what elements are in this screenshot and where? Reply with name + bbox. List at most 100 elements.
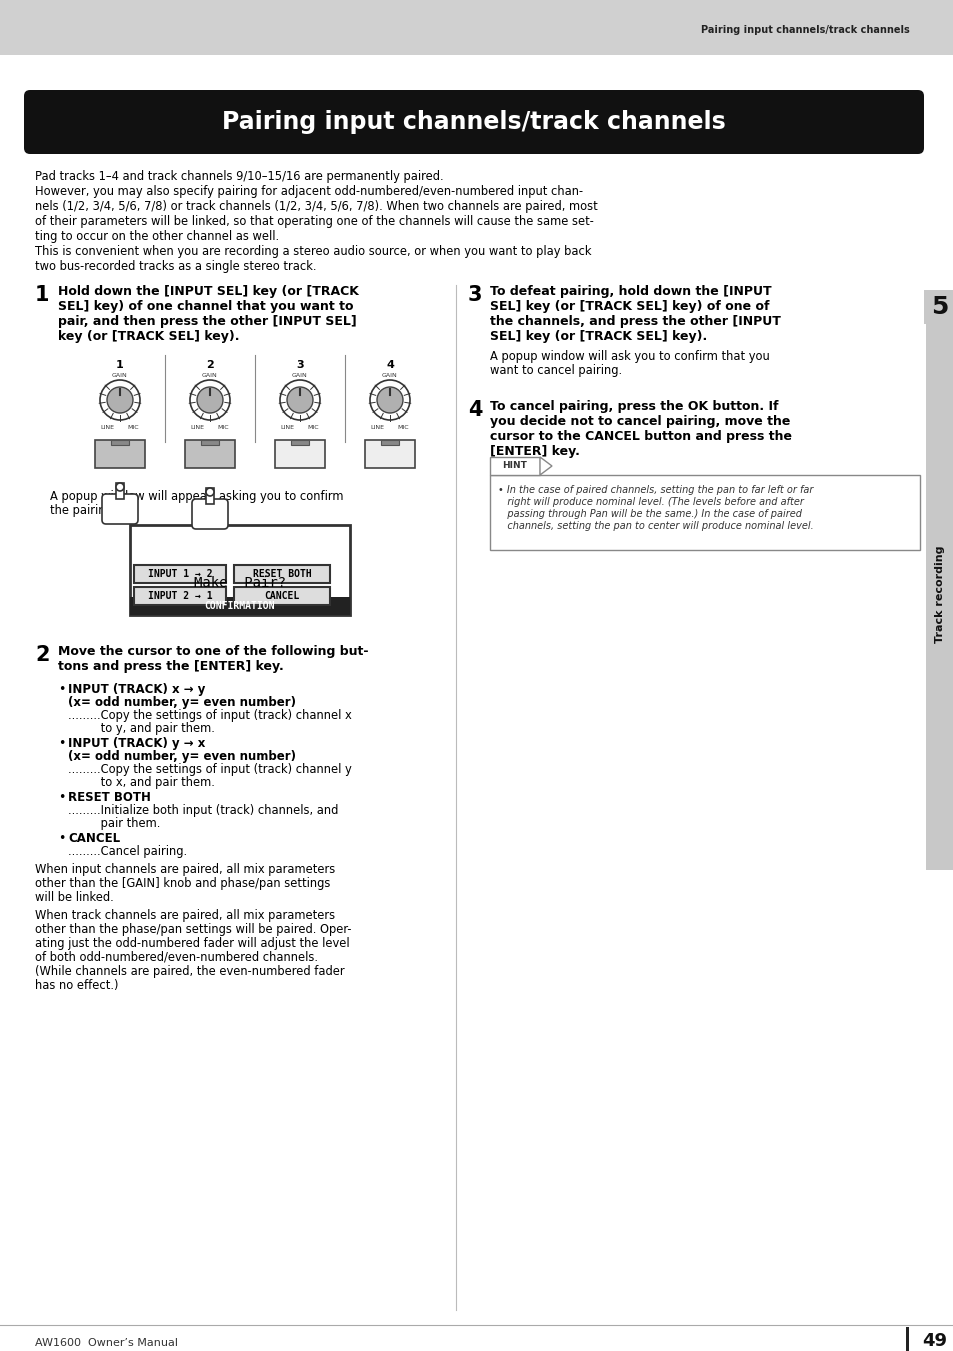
- Circle shape: [116, 484, 124, 490]
- Text: INPUT (TRACK) x → y: INPUT (TRACK) x → y: [68, 684, 205, 696]
- Text: key (or [TRACK SEL] key).: key (or [TRACK SEL] key).: [58, 330, 239, 343]
- Text: AW1600  Owner’s Manual: AW1600 Owner’s Manual: [35, 1337, 178, 1348]
- Text: two bus-recorded tracks as a single stereo track.: two bus-recorded tracks as a single ster…: [35, 259, 316, 273]
- Text: (While channels are paired, the even-numbered fader: (While channels are paired, the even-num…: [35, 965, 344, 978]
- Text: A popup window will appear, asking you to confirm: A popup window will appear, asking you t…: [50, 490, 343, 503]
- Bar: [116, 484, 124, 499]
- Text: .........Copy the settings of input (track) channel y: .........Copy the settings of input (tra…: [68, 763, 352, 775]
- Bar: [490, 457, 539, 476]
- Text: 5: 5: [930, 295, 947, 319]
- Text: has no effect.): has no effect.): [35, 979, 118, 992]
- Text: RESET BOTH: RESET BOTH: [68, 790, 151, 804]
- Text: other than the [GAIN] knob and phase/pan settings: other than the [GAIN] knob and phase/pan…: [35, 877, 330, 890]
- Bar: [201, 440, 219, 444]
- Text: MIC: MIC: [307, 426, 318, 430]
- Text: To defeat pairing, hold down the [INPUT: To defeat pairing, hold down the [INPUT: [490, 285, 771, 299]
- Text: MIC: MIC: [396, 426, 409, 430]
- Text: •: •: [58, 790, 66, 804]
- Text: .........Initialize both input (track) channels, and: .........Initialize both input (track) c…: [68, 804, 338, 817]
- Text: of both odd-numbered/even-numbered channels.: of both odd-numbered/even-numbered chann…: [35, 951, 317, 965]
- Text: INPUT 1 → 2: INPUT 1 → 2: [148, 569, 213, 580]
- Text: •: •: [58, 832, 66, 844]
- Bar: [133, 565, 226, 584]
- Text: LINE: LINE: [100, 426, 113, 430]
- Text: Pairing input channels/track channels: Pairing input channels/track channels: [222, 109, 725, 134]
- Text: MIC: MIC: [217, 426, 229, 430]
- Text: SEL] key (or [TRACK SEL] key) of one of: SEL] key (or [TRACK SEL] key) of one of: [490, 300, 769, 313]
- Bar: [925, 290, 953, 870]
- Text: will be linked.: will be linked.: [35, 892, 113, 904]
- Text: This is convenient when you are recording a stereo audio source, or when you wan: This is convenient when you are recordin…: [35, 245, 591, 258]
- Text: SEL] key) of one channel that you want to: SEL] key) of one channel that you want t…: [58, 300, 354, 313]
- Text: 2: 2: [35, 644, 50, 665]
- Text: 4: 4: [386, 359, 394, 370]
- Text: (x= odd number, y= even number): (x= odd number, y= even number): [68, 696, 295, 709]
- Text: MIC: MIC: [127, 426, 139, 430]
- Bar: [233, 586, 330, 605]
- Polygon shape: [539, 457, 552, 476]
- Bar: [185, 440, 234, 467]
- Text: Pairing input channels/track channels: Pairing input channels/track channels: [700, 26, 909, 35]
- Text: •: •: [58, 738, 66, 750]
- Text: 4: 4: [468, 400, 482, 420]
- Text: tons and press the [ENTER] key.: tons and press the [ENTER] key.: [58, 661, 283, 673]
- Circle shape: [196, 386, 223, 413]
- Bar: [233, 565, 330, 584]
- Text: ating just the odd-numbered fader will adjust the level: ating just the odd-numbered fader will a…: [35, 938, 349, 950]
- Text: Hold down the [INPUT SEL] key (or [TRACK: Hold down the [INPUT SEL] key (or [TRACK: [58, 285, 358, 299]
- Text: right will produce nominal level. (The levels before and after: right will produce nominal level. (The l…: [497, 497, 803, 507]
- Text: you decide not to cancel pairing, move the: you decide not to cancel pairing, move t…: [490, 415, 789, 428]
- Text: .........Cancel pairing.: .........Cancel pairing.: [68, 844, 187, 858]
- Bar: [905, 1327, 908, 1351]
- Text: pair them.: pair them.: [68, 817, 160, 830]
- FancyBboxPatch shape: [192, 499, 228, 530]
- Text: the channels, and press the other [INPUT: the channels, and press the other [INPUT: [490, 315, 781, 328]
- Text: 1: 1: [35, 285, 50, 305]
- Text: INPUT 2 → 1: INPUT 2 → 1: [148, 590, 213, 601]
- Text: 2: 2: [206, 359, 213, 370]
- Bar: [380, 440, 398, 444]
- Text: GAIN: GAIN: [112, 373, 128, 378]
- Text: ting to occur on the other channel as well.: ting to occur on the other channel as we…: [35, 230, 279, 243]
- Text: 3: 3: [295, 359, 303, 370]
- Bar: [130, 526, 350, 615]
- Text: To cancel pairing, press the OK button. If: To cancel pairing, press the OK button. …: [490, 400, 778, 413]
- Text: Make  Pair?: Make Pair?: [193, 576, 286, 590]
- Bar: [365, 440, 415, 467]
- Text: want to cancel pairing.: want to cancel pairing.: [490, 363, 621, 377]
- Text: INPUT (TRACK) y → x: INPUT (TRACK) y → x: [68, 738, 205, 750]
- Text: LINE: LINE: [370, 426, 384, 430]
- Text: 49: 49: [922, 1332, 946, 1350]
- Text: passing through Pan will be the same.) In the case of paired: passing through Pan will be the same.) I…: [497, 509, 801, 519]
- Text: When track channels are paired, all mix parameters: When track channels are paired, all mix …: [35, 909, 335, 921]
- Text: (x= odd number, y= even number): (x= odd number, y= even number): [68, 750, 295, 763]
- Text: cursor to the CANCEL button and press the: cursor to the CANCEL button and press th…: [490, 430, 791, 443]
- Circle shape: [376, 386, 402, 413]
- Text: GAIN: GAIN: [382, 373, 397, 378]
- Bar: [490, 476, 919, 550]
- Text: 1: 1: [116, 359, 124, 370]
- Bar: [274, 440, 325, 467]
- Text: channels, setting the pan to center will produce nominal level.: channels, setting the pan to center will…: [497, 521, 813, 531]
- Text: HINT: HINT: [502, 462, 527, 470]
- Text: Track recording: Track recording: [934, 546, 944, 643]
- Text: LINE: LINE: [280, 426, 294, 430]
- Text: other than the phase/pan settings will be paired. Oper-: other than the phase/pan settings will b…: [35, 923, 351, 936]
- Text: A popup window will ask you to confirm that you: A popup window will ask you to confirm t…: [490, 350, 769, 363]
- Text: the pairing.: the pairing.: [50, 504, 116, 517]
- Text: pair, and then press the other [INPUT SEL]: pair, and then press the other [INPUT SE…: [58, 315, 356, 328]
- Text: SEL] key (or [TRACK SEL] key).: SEL] key (or [TRACK SEL] key).: [490, 330, 706, 343]
- Text: to x, and pair them.: to x, and pair them.: [68, 775, 214, 789]
- Text: LINE: LINE: [190, 426, 204, 430]
- Circle shape: [107, 386, 132, 413]
- Text: RESET BOTH: RESET BOTH: [253, 569, 311, 580]
- Text: GAIN: GAIN: [202, 373, 217, 378]
- Text: GAIN: GAIN: [292, 373, 308, 378]
- Text: Pad tracks 1–4 and track channels 9/10–15/16 are permanently paired.: Pad tracks 1–4 and track channels 9/10–1…: [35, 170, 443, 182]
- Text: .........Copy the settings of input (track) channel x: .........Copy the settings of input (tra…: [68, 709, 352, 721]
- Bar: [111, 440, 129, 444]
- FancyBboxPatch shape: [102, 494, 138, 524]
- Bar: [206, 488, 213, 504]
- Text: [ENTER] key.: [ENTER] key.: [490, 444, 579, 458]
- Bar: [133, 586, 226, 605]
